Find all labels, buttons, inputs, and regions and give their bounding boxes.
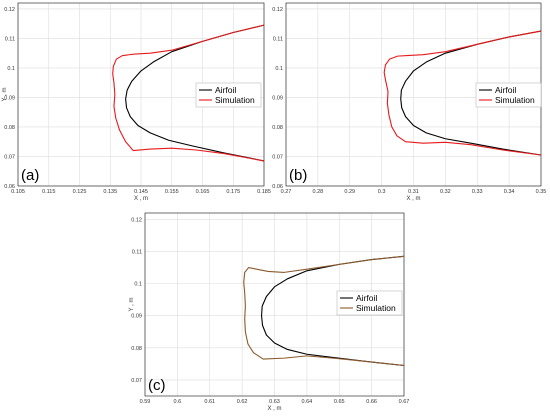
- y-tick-label: 0.1: [275, 66, 283, 72]
- x-tick-label: 0.185: [257, 189, 271, 195]
- y-tick-label: 0.12: [272, 7, 283, 13]
- legend-entry: Simulation: [356, 303, 396, 313]
- y-tick-label: 0.06: [4, 184, 15, 190]
- legend-entry: Airfoil: [495, 85, 516, 95]
- x-tick-label: 0.35: [536, 189, 547, 195]
- series-line-airfoil: [261, 255, 405, 367]
- x-tick-label: 0.32: [440, 189, 451, 195]
- panel-label: (a): [21, 167, 39, 184]
- series-line-airfoil: [400, 30, 542, 156]
- y-tick-label: 0.07: [131, 378, 142, 384]
- x-axis-label: X , m: [406, 196, 420, 202]
- x-tick-label: 0.175: [226, 189, 240, 195]
- panel-label: (b): [289, 167, 307, 184]
- series-line-airfoil: [125, 24, 265, 162]
- panel-1: 0.105 0.115 0.125 0.135 0.145 0.155 0.165 0.175…: [2, 2, 271, 202]
- x-tick-label: 0.33: [472, 189, 483, 195]
- y-axis-label: Y , m: [2, 88, 8, 102]
- x-tick-label: 0.34: [504, 189, 515, 195]
- panel-2: 0.27 0.28 0.29 0.3 0.31 0.32 0.33 0.34 0.35 0.06 0…: [272, 2, 547, 202]
- y-tick-label: 0.07: [272, 154, 283, 160]
- x-tick-label: 0.65: [334, 399, 345, 405]
- legend-box: [475, 82, 542, 108]
- series-line-simulation: [112, 24, 265, 162]
- x-tick-label: 0.105: [11, 189, 25, 195]
- x-tick-label: 0.27: [281, 189, 292, 195]
- y-tick-label: 0.08: [272, 125, 283, 131]
- x-tick-label: 0.64: [302, 399, 313, 405]
- panel-label: (c): [148, 377, 166, 394]
- x-tick-label: 0.165: [196, 189, 210, 195]
- x-tick-label: 0.145: [134, 189, 148, 195]
- series-line-simulation: [383, 30, 542, 156]
- x-tick-label: 0.59: [140, 399, 151, 405]
- series-line-simulation: [243, 255, 405, 367]
- legend-entry: Simulation: [215, 95, 255, 105]
- x-tick-label: 0.61: [204, 399, 215, 405]
- x-tick-label: 0.135: [103, 189, 117, 195]
- x-tick-label: 0.6: [174, 399, 182, 405]
- x-tick-label: 0.155: [165, 189, 179, 195]
- panel-3: 0.59 0.6 0.61 0.62 0.63 0.64 0.65 0.66 0.67 0.07 0…: [129, 212, 410, 412]
- x-tick-label: 0.28: [313, 189, 324, 195]
- x-tick-label: 0.67: [399, 399, 410, 405]
- x-tick-label: 0.29: [344, 189, 355, 195]
- axes-frame: [17, 2, 265, 187]
- x-axis-label: X , m: [267, 406, 281, 412]
- x-tick-label: 0.62: [237, 399, 248, 405]
- y-tick-label: 0.09: [4, 95, 15, 101]
- y-tick-label: 0.12: [131, 217, 142, 223]
- x-tick-label: 0.3: [378, 189, 386, 195]
- legend-entry: Airfoil: [356, 293, 377, 303]
- x-tick-label: 0.31: [408, 189, 419, 195]
- y-tick-label: 0.09: [131, 314, 142, 320]
- y-tick-label: 0.11: [273, 36, 283, 42]
- y-tick-label: 0.06: [272, 184, 283, 190]
- y-tick-label: 0.11: [5, 36, 15, 42]
- legend-box: [336, 290, 403, 316]
- axes-frame: [144, 212, 405, 397]
- legend-entry: Simulation: [495, 95, 535, 105]
- y-tick-label: 0.07: [4, 154, 15, 160]
- x-tick-label: 0.125: [73, 189, 87, 195]
- x-tick-label: 0.63: [269, 399, 280, 405]
- legend-entry: Airfoil: [215, 85, 236, 95]
- y-tick-label: 0.09: [272, 95, 283, 101]
- y-axis-label: Y , m: [129, 298, 135, 312]
- y-tick-label: 0.08: [131, 346, 142, 352]
- y-tick-label: 0.12: [4, 7, 15, 13]
- y-tick-label: 0.1: [7, 66, 15, 72]
- y-tick-label: 0.08: [4, 125, 15, 131]
- y-tick-label: 0.1: [134, 282, 142, 288]
- x-tick-label: 0.66: [366, 399, 377, 405]
- x-axis-label: X , m: [134, 196, 148, 202]
- x-tick-label: 0.115: [42, 189, 55, 195]
- y-tick-label: 0.11: [132, 250, 142, 256]
- legend-box: [195, 82, 262, 108]
